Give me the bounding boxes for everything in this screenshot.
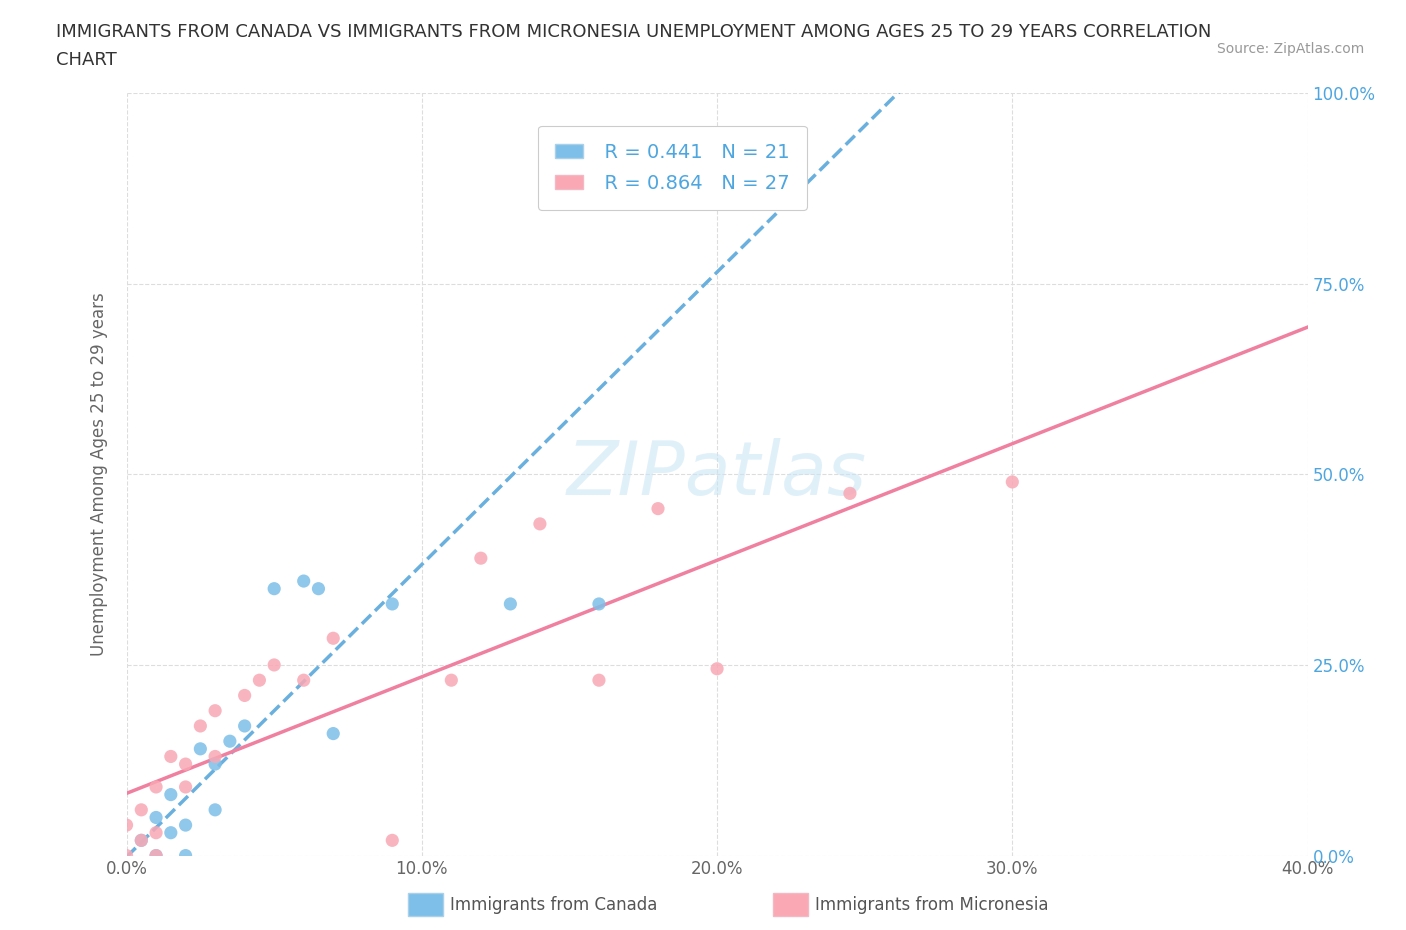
Point xyxy=(308,581,330,596)
Point xyxy=(129,803,153,817)
Point xyxy=(838,485,860,500)
Point xyxy=(204,757,226,772)
Point xyxy=(204,803,226,817)
Point xyxy=(249,672,271,687)
Text: ZIPatlas: ZIPatlas xyxy=(567,438,868,511)
Y-axis label: Unemployment Among Ages 25 to 29 years: Unemployment Among Ages 25 to 29 years xyxy=(90,292,108,657)
Point xyxy=(145,848,167,863)
Point xyxy=(145,848,167,863)
Point xyxy=(174,817,197,832)
Point xyxy=(174,779,197,794)
Point xyxy=(676,154,699,169)
Point xyxy=(322,726,344,741)
Point xyxy=(188,719,212,734)
Point xyxy=(440,672,463,687)
Point xyxy=(292,672,315,687)
Point xyxy=(233,719,256,734)
Legend:   R = 0.441   N = 21,   R = 0.864   N = 27: R = 0.441 N = 21, R = 0.864 N = 27 xyxy=(538,126,807,210)
Point xyxy=(1001,474,1024,489)
Point xyxy=(160,787,183,802)
Point xyxy=(129,833,153,848)
Point xyxy=(647,501,669,516)
Point xyxy=(470,551,492,565)
Point xyxy=(145,810,167,825)
Text: Immigrants from Canada: Immigrants from Canada xyxy=(450,896,657,914)
Point xyxy=(588,672,610,687)
Point xyxy=(529,516,551,531)
Point xyxy=(115,817,138,832)
Point xyxy=(204,703,226,718)
Text: Immigrants from Micronesia: Immigrants from Micronesia xyxy=(815,896,1049,914)
Point xyxy=(145,779,167,794)
Point xyxy=(263,581,285,596)
Text: IMMIGRANTS FROM CANADA VS IMMIGRANTS FROM MICRONESIA UNEMPLOYMENT AMONG AGES 25 : IMMIGRANTS FROM CANADA VS IMMIGRANTS FRO… xyxy=(56,23,1212,41)
Text: CHART: CHART xyxy=(56,51,117,69)
Point xyxy=(188,741,212,756)
Point xyxy=(233,688,256,703)
Point xyxy=(263,658,285,672)
Point xyxy=(706,661,728,676)
Point xyxy=(160,749,183,764)
Point xyxy=(129,833,153,848)
Point xyxy=(499,596,522,611)
Text: Source: ZipAtlas.com: Source: ZipAtlas.com xyxy=(1216,42,1364,56)
Point xyxy=(174,757,197,772)
Point xyxy=(588,596,610,611)
Point xyxy=(145,825,167,840)
Point xyxy=(204,749,226,764)
Point xyxy=(292,574,315,589)
Point xyxy=(381,833,404,848)
Point xyxy=(381,596,404,611)
Point xyxy=(174,848,197,863)
Point xyxy=(115,848,138,863)
Point xyxy=(322,631,344,645)
Point xyxy=(219,734,242,749)
Point xyxy=(160,825,183,840)
Point xyxy=(765,139,787,153)
